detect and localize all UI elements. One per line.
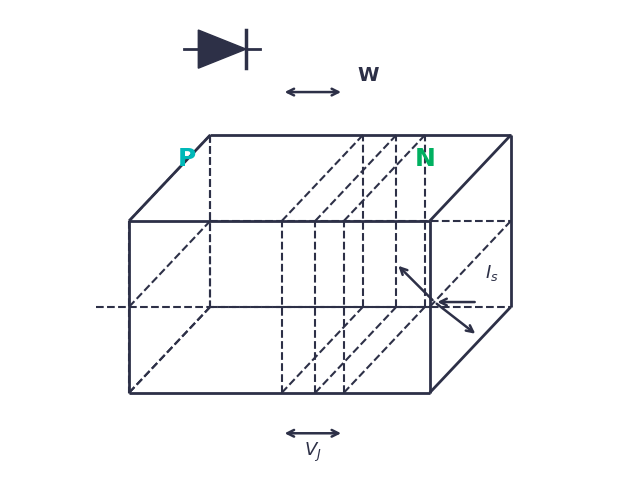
Text: $I_s$: $I_s$	[484, 264, 499, 283]
Text: $V_J$: $V_J$	[304, 441, 322, 464]
Text: W: W	[357, 66, 378, 85]
Text: P: P	[177, 147, 195, 171]
Polygon shape	[198, 30, 246, 68]
Text: N: N	[415, 147, 435, 171]
